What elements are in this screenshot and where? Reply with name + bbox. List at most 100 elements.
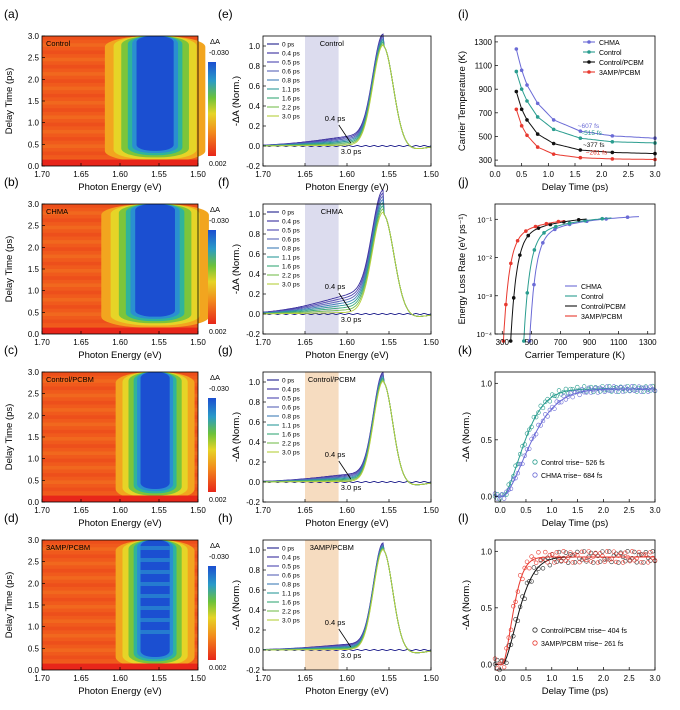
x-axis-label: Delay Time (ps): [542, 518, 609, 529]
data-point: [501, 664, 507, 670]
data-point: [533, 560, 539, 566]
legend-label: 0 ps: [282, 546, 295, 553]
y-tick-label: 500: [479, 132, 493, 141]
data-point: [600, 216, 605, 221]
x-axis-label: Photon Energy (eV): [78, 182, 161, 193]
data-point: [609, 559, 614, 565]
x-tick-label: 1.60: [339, 170, 355, 179]
data-point: [495, 496, 500, 501]
data-point: [563, 558, 569, 563]
colorbar-title: ΔA: [210, 541, 220, 550]
y-tick-label: 0.2: [249, 122, 261, 131]
x-tick-label: 1.60: [339, 674, 355, 683]
clip-mask: [113, 360, 197, 372]
panel-label: (a): [4, 7, 19, 21]
legend-label: 1.1 ps: [282, 255, 300, 262]
data-point: [570, 394, 575, 400]
y-tick-label: 3.0: [28, 536, 40, 545]
legend-marker: [587, 60, 591, 64]
y-tick-label: 1100: [475, 62, 493, 71]
data-point: [553, 227, 557, 232]
data-point: [547, 562, 553, 568]
x-tick-label: 1.0: [543, 170, 555, 179]
y-tick-label: 0.2: [249, 458, 261, 467]
fit-label: ~515 fs: [580, 130, 602, 137]
bleach-contour: [136, 36, 174, 151]
data-point: [578, 148, 583, 152]
data-point: [634, 389, 639, 394]
fit-curve: [495, 556, 655, 665]
annotation-start: 0.4 ps: [325, 450, 346, 459]
fit-curve: [515, 48, 656, 139]
fit-curve: [515, 91, 656, 155]
y-tick-label: 1.5: [28, 265, 40, 274]
legend-label: 1.6 ps: [282, 96, 300, 103]
x-tick-label: 500: [525, 338, 539, 347]
plot-frame: [494, 539, 656, 671]
data-point: [586, 385, 591, 391]
annotation-end: 3.0 ps: [341, 315, 362, 324]
x-tick-label: 1.55: [381, 170, 397, 179]
panel-label: (d): [4, 511, 19, 525]
legend-marker: [587, 70, 591, 74]
x-tick-label: 1.65: [297, 674, 313, 683]
x-axis-label: Photon Energy (eV): [305, 350, 388, 361]
y-tick-label: -0.2: [246, 330, 260, 339]
y-tick-label: 0.4: [249, 270, 261, 279]
data-point: [506, 487, 511, 492]
data-point: [536, 550, 541, 555]
colorbar: [208, 566, 216, 660]
x-tick-label: 2.5: [624, 674, 636, 683]
legend-marker: [532, 459, 538, 465]
data-point: [645, 560, 651, 565]
data-point: [579, 549, 585, 555]
data-point: [600, 384, 605, 389]
y-tick-label: 1.0: [28, 287, 40, 296]
data-point: [532, 282, 536, 287]
x-tick-label: 1300: [639, 338, 657, 347]
sample-label: 3AMP/PCBM: [46, 543, 90, 552]
data-point: [518, 253, 522, 257]
data-point: [541, 241, 545, 245]
data-point: [519, 107, 524, 112]
legend-label: 0.8 ps: [282, 582, 300, 589]
data-point: [610, 139, 615, 144]
data-point: [508, 339, 513, 343]
x-tick-label: 1.60: [112, 170, 128, 179]
heatmap-panel-d: (d) 3AMP/PCBM 1.70 1.65 1.60 1.55 1.50 0.0 0.5 1.…: [4, 511, 229, 697]
data-point: [556, 555, 562, 560]
legend-label: 1.6 ps: [282, 264, 300, 271]
legend-label: 3.0 ps: [282, 618, 300, 625]
x-tick-label: 1.50: [423, 170, 439, 179]
legend-label: Control/PCBM: [581, 304, 626, 311]
annotation-start: 0.4 ps: [325, 114, 346, 123]
bleach-contour: [140, 540, 170, 657]
panel-label: (j): [458, 175, 469, 189]
x-tick-label: 700: [554, 338, 568, 347]
data-point: [645, 555, 651, 561]
data-point: [634, 555, 639, 561]
y-tick-label: 3.0: [28, 200, 40, 209]
x-tick-label: 3.0: [649, 506, 661, 515]
data-point: [627, 558, 633, 564]
colorbar-title: ΔA: [210, 373, 220, 382]
data-point: [623, 550, 628, 555]
x-tick-label: 0.0: [489, 170, 501, 179]
x-tick-label: 1.65: [297, 170, 313, 179]
legend-label: 2.2 ps: [282, 609, 300, 616]
legend-label: 3.0 ps: [282, 282, 300, 289]
x-tick-label: 1.50: [190, 170, 206, 179]
data-point: [607, 557, 612, 562]
y-axis-label: Carrier Temperature (K): [457, 51, 468, 151]
heatmap-texture: [42, 540, 198, 544]
data-point: [620, 389, 626, 395]
y-tick-label: 1.5: [28, 97, 40, 106]
data-point: [522, 453, 527, 458]
oscillation-band: [140, 606, 170, 610]
data-point: [611, 384, 617, 389]
y-tick-label: 2.5: [28, 390, 40, 399]
y-tick-label: 1.0: [28, 119, 40, 128]
data-point: [511, 604, 516, 609]
data-point: [536, 410, 541, 415]
data-point: [525, 133, 529, 138]
